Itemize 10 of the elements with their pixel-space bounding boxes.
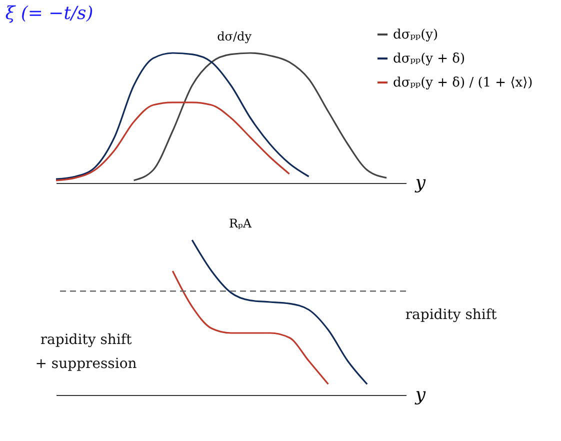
- x-axis-title: y: [414, 384, 426, 406]
- y-axis-title: dσ/dy: [217, 30, 252, 44]
- annotation: rapidity shift + suppression: [35, 332, 137, 372]
- x-axis-title: y: [414, 172, 426, 194]
- annotation: rapidity shift: [405, 307, 498, 323]
- y-axis-title: RₚA: [229, 216, 252, 230]
- legend-label: dσₚₚ(y + δ) / (1 + ⟨x⟩): [393, 76, 533, 90]
- chart-title: ξ (= −t/s): [5, 3, 94, 24]
- legend-label: dσₚₚ(y): [393, 28, 438, 42]
- legend-label: dσₚₚ(y + δ): [393, 52, 466, 66]
